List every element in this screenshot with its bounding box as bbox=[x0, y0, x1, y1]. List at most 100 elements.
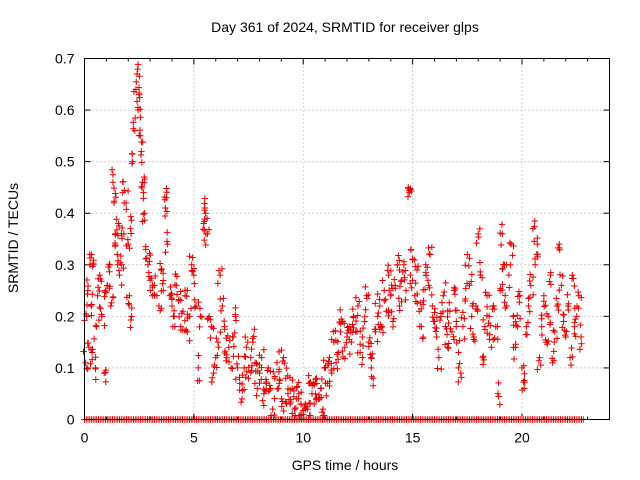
data-point bbox=[497, 241, 505, 249]
data-point bbox=[396, 266, 403, 274]
data-point bbox=[141, 210, 148, 217]
data-point bbox=[559, 272, 566, 280]
data-point bbox=[439, 308, 447, 316]
data-point bbox=[510, 344, 517, 351]
data-point bbox=[318, 408, 326, 416]
data-point bbox=[112, 194, 120, 201]
data-point bbox=[510, 355, 518, 363]
data-point bbox=[161, 193, 168, 201]
data-point bbox=[134, 61, 142, 68]
data-point bbox=[411, 256, 418, 264]
data-point bbox=[396, 257, 403, 264]
data-point bbox=[407, 246, 415, 253]
data-point bbox=[312, 376, 319, 383]
data-point bbox=[412, 298, 420, 305]
data-point bbox=[242, 374, 249, 381]
data-point bbox=[201, 206, 208, 214]
data-point bbox=[334, 338, 342, 345]
data-point bbox=[547, 281, 555, 288]
data-point bbox=[285, 396, 293, 403]
data-point bbox=[294, 383, 301, 390]
data-point bbox=[467, 278, 475, 285]
data-point bbox=[236, 386, 243, 394]
data-point bbox=[229, 365, 236, 372]
data-point bbox=[547, 319, 554, 326]
y-tick-label: 0 bbox=[67, 412, 75, 428]
data-point bbox=[158, 287, 165, 295]
data-point bbox=[359, 333, 366, 341]
data-point bbox=[574, 288, 582, 296]
data-point bbox=[271, 373, 278, 380]
y-tick-label: 0.6 bbox=[55, 102, 75, 118]
data-point bbox=[232, 317, 240, 324]
data-point bbox=[177, 297, 185, 304]
data-point bbox=[447, 325, 454, 332]
data-point bbox=[337, 318, 345, 326]
data-point bbox=[278, 403, 285, 410]
data-point bbox=[307, 400, 314, 407]
data-point bbox=[163, 238, 171, 245]
data-point bbox=[499, 265, 506, 272]
data-point bbox=[225, 344, 233, 351]
data-point bbox=[357, 327, 364, 335]
data-point bbox=[479, 316, 487, 324]
data-point bbox=[265, 388, 272, 395]
data-point bbox=[89, 263, 96, 270]
data-point bbox=[289, 376, 296, 384]
data-point bbox=[478, 274, 486, 281]
data-point bbox=[495, 379, 502, 387]
data-point bbox=[402, 287, 410, 294]
data-point bbox=[290, 387, 298, 395]
data-point bbox=[534, 240, 541, 248]
data-point bbox=[231, 329, 238, 337]
data-point bbox=[521, 370, 528, 377]
data-point bbox=[326, 378, 333, 385]
data-point bbox=[133, 78, 140, 86]
data-point bbox=[117, 259, 124, 267]
data-point bbox=[278, 346, 285, 354]
data-point bbox=[381, 297, 388, 304]
data-point bbox=[372, 300, 379, 307]
data-point bbox=[102, 289, 110, 296]
data-point bbox=[98, 311, 105, 318]
chart-title: Day 361 of 2024, SRMTID for receiver glp… bbox=[211, 19, 479, 35]
data-point bbox=[354, 302, 362, 310]
data-point bbox=[295, 395, 302, 402]
data-point bbox=[312, 390, 319, 398]
data-point bbox=[168, 296, 176, 303]
data-point bbox=[167, 283, 174, 291]
data-point bbox=[97, 305, 104, 312]
x-axis-label: GPS time / hours bbox=[292, 457, 399, 473]
data-point bbox=[82, 359, 89, 366]
data-point bbox=[479, 361, 487, 368]
data-point bbox=[118, 230, 125, 237]
data-point bbox=[175, 313, 183, 321]
data-point bbox=[426, 284, 433, 292]
data-point bbox=[191, 280, 198, 287]
data-point bbox=[201, 216, 208, 223]
data-point bbox=[494, 323, 501, 330]
data-point bbox=[232, 311, 239, 318]
data-point bbox=[368, 355, 375, 362]
y-tick-label: 0.4 bbox=[55, 205, 75, 221]
data-point bbox=[273, 359, 281, 366]
data-point bbox=[153, 292, 161, 299]
data-point bbox=[89, 291, 96, 298]
data-point bbox=[162, 249, 169, 256]
data-point bbox=[217, 307, 225, 314]
data-point bbox=[456, 337, 463, 344]
data-point bbox=[318, 384, 325, 392]
data-point bbox=[204, 316, 211, 323]
data-point bbox=[565, 306, 572, 314]
data-point bbox=[530, 238, 538, 245]
data-point bbox=[280, 407, 287, 415]
data-point bbox=[146, 251, 154, 259]
data-point bbox=[424, 264, 431, 271]
data-point bbox=[341, 320, 348, 327]
data-point bbox=[486, 331, 494, 338]
data-point bbox=[88, 312, 95, 319]
data-point bbox=[130, 119, 137, 126]
data-point bbox=[534, 234, 541, 242]
data-point bbox=[297, 389, 305, 396]
data-point bbox=[238, 380, 246, 388]
